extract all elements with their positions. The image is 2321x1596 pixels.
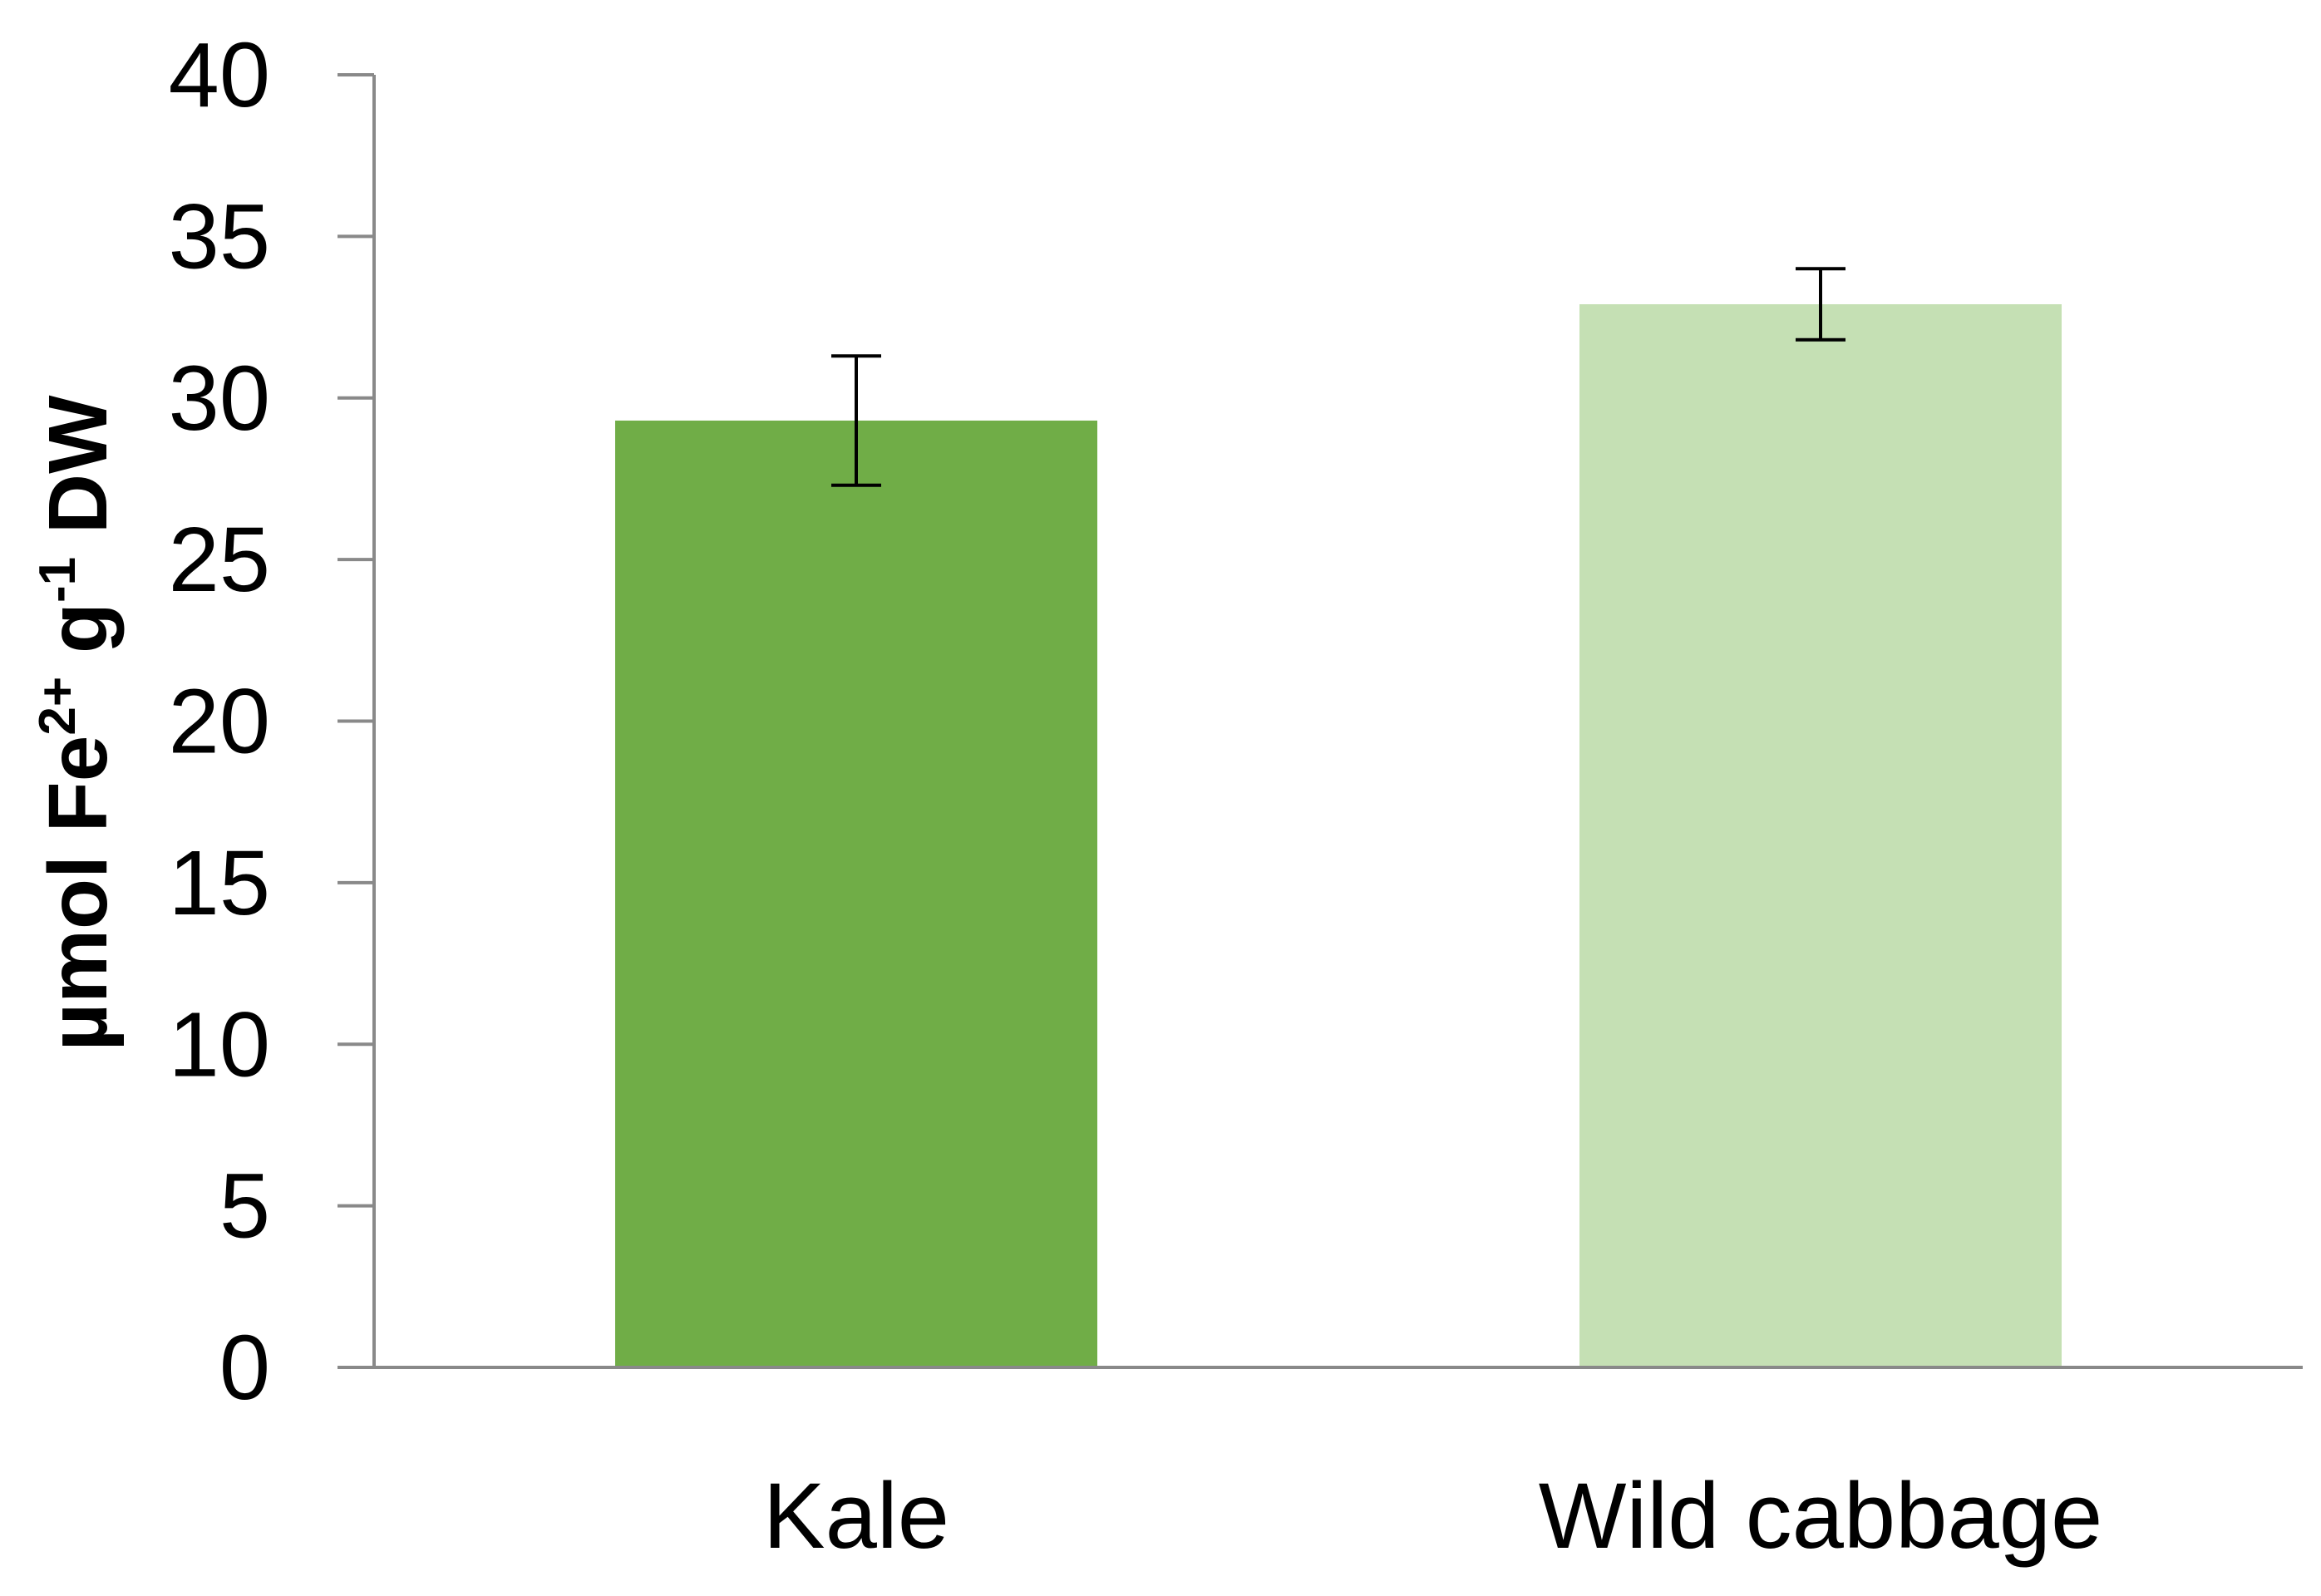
y-tick-label: 35 — [169, 185, 270, 288]
y-tick-label: 25 — [169, 509, 270, 611]
y-axis-title: µmol Fe2+ g-1 DW — [29, 395, 125, 1052]
bar-kale — [615, 420, 1097, 1367]
y-tick-label: 0 — [219, 1317, 270, 1419]
x-category-label: Wild cabbage — [1539, 1464, 2103, 1568]
y-tick-label: 5 — [219, 1155, 270, 1258]
error-bar — [1796, 267, 1845, 342]
y-tick-label: 10 — [169, 993, 270, 1096]
bar-wild-cabbage — [1579, 304, 2062, 1368]
x-axis-labels: Kale Wild cabbage — [763, 1464, 2102, 1568]
y-axis-ticks: 0 5 10 15 20 25 30 35 40 — [169, 24, 374, 1419]
y-tick-label: 20 — [169, 671, 270, 773]
bars — [615, 304, 2062, 1368]
x-category-label: Kale — [763, 1464, 949, 1568]
error-bars — [831, 267, 1845, 487]
y-tick-label: 40 — [169, 24, 270, 126]
y-tick-label: 30 — [169, 347, 270, 450]
y-tick-label: 15 — [169, 832, 270, 934]
error-bar — [831, 354, 881, 487]
